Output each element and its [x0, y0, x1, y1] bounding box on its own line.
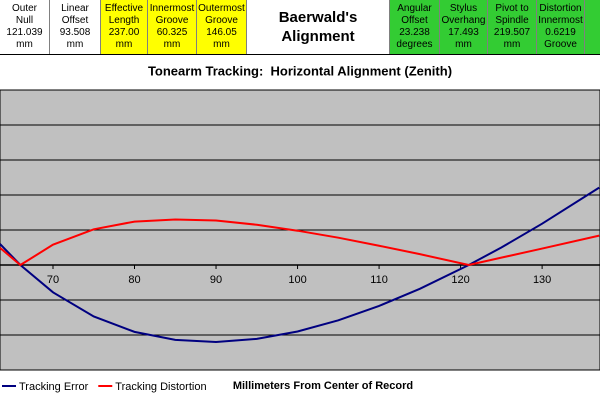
cell-text: mm: [16, 39, 33, 50]
cell-text: Groove: [544, 39, 577, 50]
cell-text: Linear: [61, 3, 89, 14]
legend-label: Tracking Distortion: [115, 381, 206, 393]
cell-text: mm: [455, 39, 472, 50]
cell-text: Offset: [61, 15, 89, 26]
cell-text: Null: [15, 15, 34, 26]
series-line: [0, 186, 600, 344]
header-row: Outer Null 121.039 mm Linear Offset 93.508 mm Ef…: [0, 0, 600, 55]
cell-text: Angular: [397, 3, 432, 14]
cell-text: Distortion: [539, 3, 582, 14]
cell-text: 237.00: [108, 27, 140, 38]
cell-text: Pivot to: [495, 3, 529, 14]
header-cell: Pivot to Spindle 219.507 mm: [488, 0, 537, 54]
cell-text: mm: [163, 39, 181, 50]
cell-text: Stylus: [449, 3, 478, 14]
cell-text: Outer: [11, 3, 37, 14]
cell-text: 60.325: [156, 27, 188, 38]
cell-text: Alignment: [281, 28, 355, 45]
cell-text: 93.508: [59, 27, 91, 38]
cell-text: Groove: [155, 15, 189, 26]
x-tick-label: 80: [128, 274, 140, 286]
header-cell: Angular Offset 23.238 degrees: [390, 0, 440, 54]
header-cell: Baerwald's Alignment: [247, 0, 390, 54]
cell-text: degrees: [396, 39, 433, 50]
cell-text: mm: [115, 39, 133, 50]
cell-text: Innermost: [538, 15, 583, 26]
cell-text: Outermost: [198, 3, 245, 14]
x-tick-label: 90: [210, 274, 222, 286]
cell-text: Spindle: [495, 15, 529, 26]
header-cell: Stylus Overhang 17.493 mm: [440, 0, 488, 54]
cell-text: 219.507: [493, 27, 531, 38]
cell-text: mm: [503, 39, 521, 50]
cell-text: 146.05: [206, 27, 237, 38]
legend-label: Tracking Error: [19, 381, 89, 393]
cell-text: 23.238: [399, 27, 430, 38]
header-cell: Outer Null 121.039 mm: [0, 0, 50, 54]
cell-text: mm: [213, 39, 230, 50]
header-cell: Innermost Groove 60.325 mm: [148, 0, 197, 54]
header-cell: Outermost Groove 146.05 mm: [197, 0, 247, 54]
x-axis-title: Millimeters From Center of Record: [233, 380, 413, 392]
header-cell: Distortion Innermost 0.6219 Groove: [537, 0, 585, 54]
cell-text: Innermost: [149, 3, 195, 14]
cell-text: 121.039: [6, 27, 43, 38]
cell-text: Overhang: [441, 15, 486, 26]
x-tick-label: 70: [47, 274, 59, 286]
header-cell: Linear Offset 93.508 mm: [50, 0, 101, 54]
cell-text: mm: [66, 39, 84, 50]
cell-text: Length: [108, 15, 140, 26]
series-line: [0, 218, 600, 267]
cell-text: Groove: [205, 15, 238, 26]
x-tick-label: 100: [288, 274, 306, 286]
chart-title: Tonearm Tracking: Horizontal Alignment (…: [148, 63, 452, 78]
cell-text: 0.6219: [545, 27, 576, 38]
header-cell: DiNu: [585, 0, 600, 54]
cell-text: Effective: [104, 3, 144, 14]
cell-text: 17.493: [448, 27, 479, 38]
cell-text: Offset: [401, 15, 428, 26]
x-tick-label: 120: [451, 274, 469, 286]
x-tick-label: 110: [370, 274, 388, 286]
x-tick-label: 130: [533, 274, 551, 286]
header-cell: Effective Length 237.00 mm: [101, 0, 148, 54]
cell-text: Baerwald's: [278, 9, 358, 26]
